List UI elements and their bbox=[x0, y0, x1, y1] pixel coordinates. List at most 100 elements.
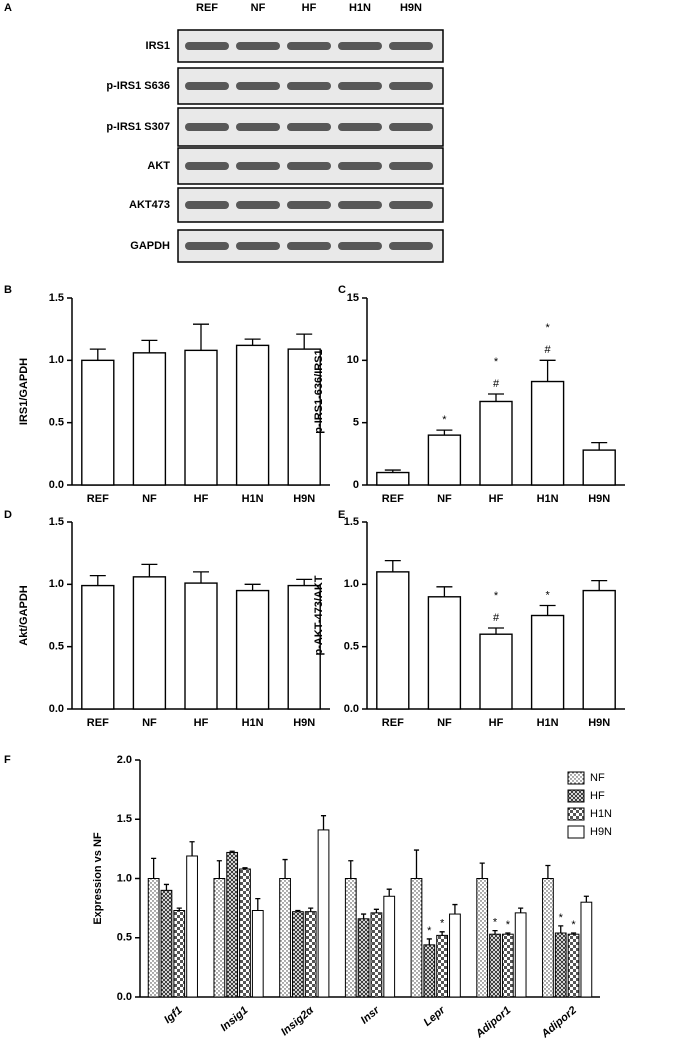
error-bar bbox=[488, 393, 504, 402]
significance-marker: * bbox=[427, 925, 432, 937]
x-tick-label: HF bbox=[194, 493, 209, 505]
bar bbox=[423, 944, 436, 998]
y-axis-title: p-IRS1-636/IRS1 bbox=[313, 349, 325, 433]
x-tick-label: H9N bbox=[293, 493, 315, 505]
bar bbox=[501, 933, 514, 998]
x-tick-label: H1N bbox=[537, 493, 559, 505]
row-label: AKT bbox=[147, 160, 170, 172]
y-tick-label: 0.0 bbox=[117, 991, 132, 1003]
bar bbox=[376, 571, 410, 710]
bar bbox=[514, 912, 527, 998]
bar bbox=[251, 909, 264, 998]
error-bar bbox=[570, 932, 577, 935]
y-tick-label: 1.5 bbox=[117, 813, 132, 825]
error-bar bbox=[89, 574, 106, 586]
x-tick-label: HF bbox=[489, 493, 504, 505]
y-axis-title: p-AKT-473/AKT bbox=[313, 575, 325, 655]
x-tick-label: Insig1 bbox=[218, 1004, 250, 1034]
blot-band bbox=[389, 201, 433, 209]
bar bbox=[317, 829, 330, 998]
bar bbox=[427, 596, 462, 710]
y-tick-label: 0.5 bbox=[117, 932, 132, 944]
bar bbox=[580, 901, 593, 998]
bar bbox=[383, 895, 396, 998]
error-bar bbox=[492, 929, 498, 935]
error-bar bbox=[479, 862, 485, 879]
bar bbox=[279, 878, 291, 998]
bar bbox=[370, 912, 383, 998]
bar bbox=[542, 878, 554, 998]
blot-band bbox=[236, 201, 280, 209]
y-tick-label: 0.0 bbox=[49, 703, 64, 715]
bar bbox=[344, 878, 357, 998]
bar bbox=[213, 878, 226, 998]
row-label: AKT473 bbox=[129, 199, 170, 211]
bar bbox=[160, 889, 173, 998]
blot-band bbox=[338, 201, 382, 209]
x-tick-label: NF bbox=[142, 493, 157, 505]
bar bbox=[291, 911, 304, 998]
blot-band bbox=[287, 82, 331, 90]
significance-marker: * bbox=[440, 918, 445, 930]
bar bbox=[287, 584, 321, 710]
blot-band bbox=[185, 123, 229, 131]
bar bbox=[376, 471, 410, 486]
x-tick-label: H1N bbox=[537, 717, 559, 729]
error-bar bbox=[348, 860, 354, 879]
bar bbox=[287, 348, 321, 486]
legend-swatch bbox=[567, 789, 585, 803]
x-tick-label: Insig2α bbox=[279, 1004, 317, 1039]
error-bar bbox=[176, 907, 182, 911]
error-bar bbox=[558, 925, 564, 934]
blot-band bbox=[338, 123, 382, 131]
y-tick-label: 0.5 bbox=[49, 641, 64, 653]
significance-marker: * bbox=[442, 414, 447, 426]
x-tick-label: H1N bbox=[242, 717, 264, 729]
error-bar bbox=[384, 469, 401, 473]
y-tick-label: 10 bbox=[347, 354, 359, 366]
error-bar bbox=[141, 563, 158, 577]
bar bbox=[226, 851, 239, 998]
error-bar bbox=[151, 857, 157, 879]
bar bbox=[479, 633, 513, 710]
panel-label: A bbox=[4, 2, 12, 14]
y-tick-label: 0 bbox=[353, 479, 359, 491]
bar bbox=[132, 576, 167, 710]
x-tick-label: H1N bbox=[242, 493, 264, 505]
blot-band bbox=[389, 123, 433, 131]
error-bar bbox=[539, 359, 556, 382]
blot-band bbox=[338, 242, 382, 250]
error-bar bbox=[189, 841, 195, 856]
blot-band bbox=[287, 123, 331, 131]
y-tick-label: 1.5 bbox=[49, 516, 64, 528]
y-tick-label: 0.5 bbox=[344, 641, 359, 653]
error-bar bbox=[89, 348, 106, 361]
y-axis-title: Akt/GAPDH bbox=[18, 585, 30, 646]
bar bbox=[436, 934, 449, 998]
error-bar bbox=[413, 849, 420, 879]
y-tick-label: 1.0 bbox=[117, 872, 132, 884]
error-bar bbox=[591, 441, 608, 451]
panel-label: E bbox=[338, 509, 345, 521]
bar bbox=[357, 918, 370, 998]
error-bar bbox=[505, 932, 511, 935]
x-tick-label: REF bbox=[382, 717, 404, 729]
significance-marker: * bbox=[506, 919, 511, 931]
bar bbox=[530, 614, 565, 710]
significance-marker: * bbox=[493, 917, 498, 929]
y-tick-label: 5 bbox=[353, 417, 359, 429]
error-bar bbox=[583, 895, 589, 903]
bar bbox=[184, 582, 218, 710]
significance-marker: # bbox=[545, 344, 552, 356]
legend-label: H1N bbox=[590, 808, 612, 820]
x-tick-label: Adipor2 bbox=[539, 1004, 579, 1041]
error-bar bbox=[320, 815, 327, 830]
error-bar bbox=[296, 333, 313, 350]
error-bar bbox=[296, 578, 313, 586]
error-bar bbox=[242, 867, 248, 870]
bar bbox=[132, 352, 167, 486]
error-bar bbox=[545, 864, 551, 879]
significance-marker: # bbox=[493, 378, 500, 390]
bar bbox=[186, 855, 198, 998]
